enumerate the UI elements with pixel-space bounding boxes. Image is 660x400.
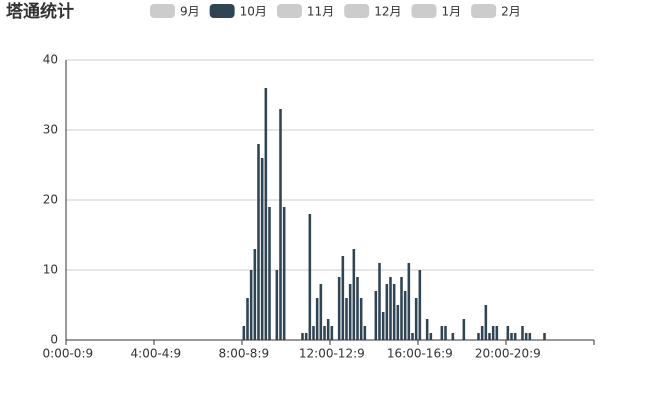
bar bbox=[348, 284, 352, 340]
bar bbox=[257, 144, 260, 340]
bar bbox=[477, 333, 480, 340]
bar bbox=[513, 333, 517, 340]
y-tick-label: 20 bbox=[43, 193, 58, 207]
bar bbox=[495, 326, 499, 340]
bar bbox=[440, 326, 444, 340]
bar bbox=[510, 333, 513, 340]
bar bbox=[524, 333, 528, 340]
bar bbox=[315, 298, 319, 340]
bar bbox=[356, 277, 359, 340]
legend-label[interactable]: 10月 bbox=[240, 5, 267, 19]
bar bbox=[425, 319, 429, 340]
bar bbox=[451, 333, 455, 340]
bar bbox=[392, 284, 396, 340]
legend-icon[interactable] bbox=[344, 4, 370, 18]
bar bbox=[341, 256, 345, 340]
bar bbox=[480, 326, 484, 340]
bar bbox=[381, 312, 385, 340]
bar bbox=[260, 158, 264, 340]
legend-label[interactable]: 1月 bbox=[441, 5, 461, 19]
x-tick-label: 0:00-0:9 bbox=[43, 347, 94, 361]
legend-label[interactable]: 11月 bbox=[307, 5, 334, 19]
bar bbox=[403, 291, 407, 340]
bar bbox=[407, 263, 411, 340]
bar bbox=[378, 263, 381, 340]
bar bbox=[275, 270, 279, 340]
bar bbox=[345, 298, 348, 340]
bar bbox=[352, 249, 356, 340]
x-tick-label: 20:00-20:9 bbox=[475, 347, 541, 361]
bar bbox=[301, 333, 304, 340]
bar bbox=[414, 298, 418, 340]
bar bbox=[396, 305, 400, 340]
bar bbox=[304, 333, 308, 340]
legend-label[interactable]: 2月 bbox=[501, 5, 521, 19]
bar bbox=[279, 109, 282, 340]
bar bbox=[491, 326, 495, 340]
bar bbox=[246, 298, 249, 340]
bar bbox=[363, 326, 367, 340]
bar bbox=[506, 326, 510, 340]
x-tick-label: 16:00-16:9 bbox=[387, 347, 453, 361]
bar bbox=[462, 319, 466, 340]
legend-icon[interactable] bbox=[471, 4, 497, 18]
chart-title: 塔通统计 bbox=[6, 1, 74, 22]
legend-icon[interactable] bbox=[209, 4, 235, 18]
bar bbox=[268, 207, 271, 340]
y-tick-label: 30 bbox=[43, 123, 58, 137]
x-tick-label: 12:00-12:9 bbox=[299, 347, 365, 361]
bar bbox=[264, 88, 268, 340]
bar bbox=[359, 298, 363, 340]
bar bbox=[411, 333, 414, 340]
bar bbox=[488, 333, 491, 340]
bar bbox=[308, 214, 312, 340]
bar bbox=[249, 270, 253, 340]
bar bbox=[326, 319, 330, 340]
bar bbox=[418, 270, 422, 340]
legend-label[interactable]: 12月 bbox=[374, 5, 401, 19]
y-tick-label: 0 bbox=[50, 333, 58, 347]
bar bbox=[319, 284, 323, 340]
bar bbox=[528, 333, 532, 340]
bar bbox=[543, 333, 546, 340]
legend-label[interactable]: 9月 bbox=[180, 5, 200, 19]
bar bbox=[484, 305, 488, 340]
bar bbox=[521, 326, 524, 340]
x-tick-label: 4:00-4:9 bbox=[131, 347, 182, 361]
bar bbox=[337, 277, 341, 340]
bar bbox=[312, 326, 315, 340]
legend-icon[interactable] bbox=[150, 4, 175, 18]
bar bbox=[374, 291, 378, 340]
bar bbox=[385, 284, 389, 340]
y-tick-label: 40 bbox=[43, 53, 58, 67]
bar bbox=[330, 326, 334, 340]
bar bbox=[253, 249, 257, 340]
bar bbox=[444, 326, 447, 340]
bar bbox=[323, 326, 326, 340]
bar bbox=[282, 207, 286, 340]
bar bbox=[400, 277, 403, 340]
bar bbox=[389, 277, 392, 340]
legend-icon[interactable] bbox=[411, 4, 437, 18]
y-tick-label: 10 bbox=[43, 263, 58, 277]
x-tick-label: 8:00-8:9 bbox=[219, 347, 270, 361]
bar bbox=[242, 326, 246, 340]
legend-icon[interactable] bbox=[276, 4, 302, 18]
bar bbox=[429, 333, 433, 340]
